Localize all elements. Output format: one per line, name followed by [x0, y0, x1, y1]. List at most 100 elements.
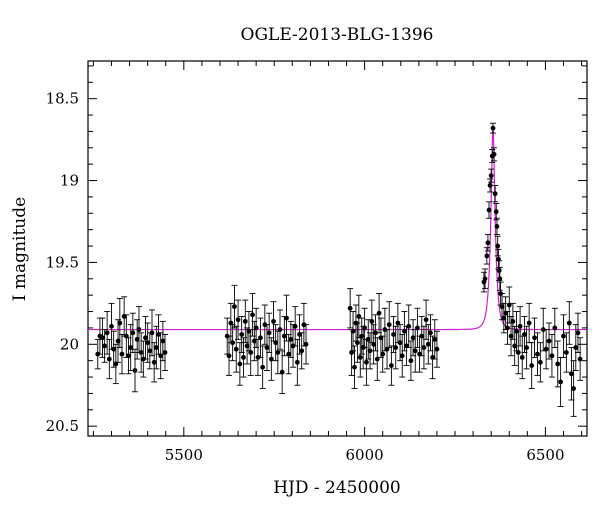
data-point: [537, 342, 544, 383]
data-point: [499, 293, 506, 321]
data-point: [534, 332, 541, 376]
data-marker: [434, 346, 440, 352]
data-point: [363, 338, 370, 386]
data-marker: [347, 305, 353, 311]
data-point: [420, 325, 427, 370]
data-marker: [369, 318, 375, 324]
data-point: [294, 338, 301, 386]
data-point: [548, 334, 555, 378]
data-point: [504, 311, 511, 345]
data-marker: [352, 364, 357, 370]
data-marker: [160, 338, 166, 344]
data-point: [431, 319, 438, 360]
data-marker: [571, 386, 577, 391]
data-point: [235, 299, 242, 340]
plot-frame: [87, 60, 588, 437]
data-marker: [275, 350, 281, 355]
data-marker: [515, 350, 521, 355]
data-marker: [104, 330, 110, 336]
data-point: [287, 320, 294, 358]
data-marker: [260, 364, 266, 370]
y-tick-label: 18.5: [46, 90, 79, 108]
x-tick-label: 6500: [526, 446, 564, 464]
data-point: [153, 325, 160, 370]
data-point: [563, 332, 570, 373]
data-marker: [239, 332, 245, 337]
data-point: [433, 330, 440, 368]
data-point: [410, 319, 417, 357]
data-point: [272, 324, 279, 362]
data-point: [101, 329, 108, 363]
data-point: [247, 329, 254, 376]
data-point: [118, 334, 125, 375]
data-marker: [281, 333, 287, 339]
data-marker: [524, 345, 530, 350]
data-point: [392, 325, 399, 370]
data-marker: [357, 354, 363, 360]
data-marker: [546, 338, 552, 344]
data-point: [519, 335, 526, 380]
data-marker: [508, 333, 514, 339]
data-marker: [273, 340, 279, 346]
axis-ticks: 5500 6000 6500 18.5 19 19.5 20 20.5: [46, 61, 587, 464]
data-point: [142, 316, 149, 360]
data-point: [546, 322, 553, 360]
data-marker: [490, 125, 496, 131]
x-axis-label: HJD - 2450000: [273, 478, 401, 498]
data-point: [106, 338, 113, 380]
data-point: [379, 335, 386, 373]
data-marker: [497, 276, 503, 282]
data-marker: [393, 345, 399, 350]
data-point: [423, 299, 430, 340]
data-marker: [244, 343, 250, 349]
data-marker: [226, 353, 232, 359]
y-tick-label: 19: [60, 172, 79, 190]
data-point: [506, 286, 513, 324]
data-point: [405, 304, 412, 349]
data-marker: [486, 207, 492, 213]
data-marker: [147, 348, 153, 354]
data-marker: [410, 335, 416, 341]
data-marker: [266, 330, 272, 336]
data-point: [523, 325, 530, 370]
model-curve-layer: [88, 128, 587, 331]
y-tick-label: 20.5: [46, 417, 79, 435]
data-marker: [408, 358, 414, 364]
data-marker: [425, 341, 431, 347]
data-marker: [415, 325, 420, 331]
data-marker: [258, 335, 263, 341]
data-marker: [406, 323, 412, 329]
data-point: [492, 185, 499, 203]
data-marker: [350, 328, 356, 334]
data-point: [99, 317, 106, 358]
data-point: [351, 345, 358, 389]
data-marker: [371, 341, 377, 347]
data-marker: [399, 353, 405, 359]
model-curve: [88, 128, 587, 331]
data-marker: [380, 351, 386, 357]
data-point: [355, 294, 362, 339]
data-point: [489, 122, 496, 134]
y-tick-label: 20: [60, 335, 79, 353]
data-marker: [569, 371, 574, 377]
data-marker: [138, 350, 144, 355]
data-marker: [284, 315, 289, 321]
data-marker: [577, 356, 583, 362]
data-marker: [412, 348, 418, 354]
data-point: [493, 203, 500, 221]
data-point: [149, 309, 156, 357]
data-marker: [109, 323, 114, 329]
data-point: [233, 325, 240, 373]
data-point: [508, 316, 515, 357]
data-point: [515, 330, 522, 375]
data-point: [528, 342, 535, 389]
data-point: [277, 309, 284, 350]
data-marker: [519, 354, 525, 360]
data-marker: [512, 343, 518, 349]
data-marker: [115, 338, 121, 344]
data-marker: [482, 276, 488, 282]
data-point: [482, 268, 489, 290]
data-marker: [552, 325, 558, 331]
